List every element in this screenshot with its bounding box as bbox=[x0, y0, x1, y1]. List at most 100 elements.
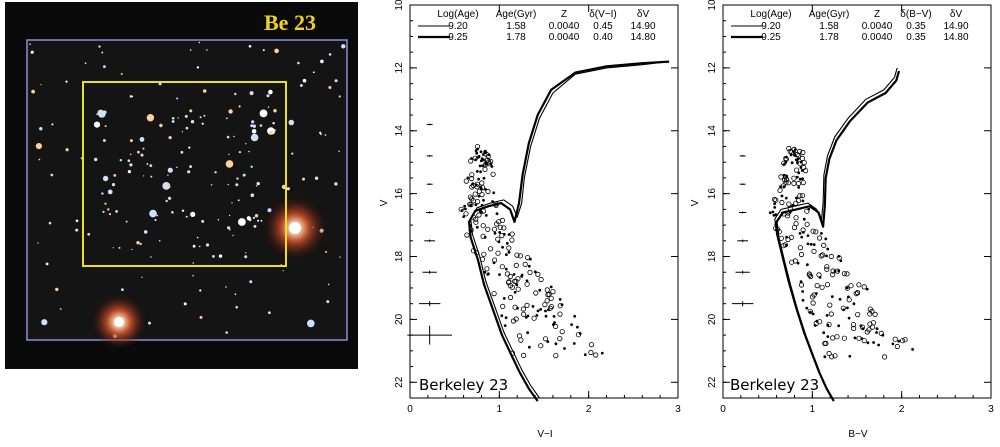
star-point bbox=[533, 270, 537, 274]
star bbox=[237, 199, 240, 202]
star-point bbox=[482, 176, 486, 180]
star bbox=[234, 92, 237, 96]
star-point bbox=[797, 245, 804, 251]
star-point bbox=[793, 148, 797, 151]
star bbox=[120, 73, 123, 75]
star bbox=[256, 182, 260, 186]
x-tick-label: 3 bbox=[675, 404, 681, 415]
star-point bbox=[800, 180, 806, 186]
star-point bbox=[546, 291, 552, 297]
legend-cell: 14.90 bbox=[630, 21, 655, 32]
cluster-image-label: Be 23 bbox=[264, 10, 316, 35]
star-point bbox=[796, 161, 799, 165]
star-point bbox=[856, 282, 862, 288]
star bbox=[338, 95, 341, 98]
legend-header: Age(Gyr) bbox=[809, 9, 850, 20]
star-point bbox=[525, 279, 529, 283]
star-point bbox=[866, 341, 870, 345]
star-point bbox=[463, 178, 469, 184]
star-point bbox=[791, 180, 797, 186]
star bbox=[115, 210, 118, 213]
sky-image-canvas: Be 23 bbox=[5, 2, 358, 369]
cmd-v-bv-chart: Berkeley 23 B−V V 0 1 2 310121416182022Log(… bbox=[690, 0, 994, 440]
star-point bbox=[478, 164, 482, 168]
star-point bbox=[542, 336, 549, 342]
star-point bbox=[847, 316, 851, 320]
star-point bbox=[894, 343, 900, 350]
y-tick-label: 16 bbox=[394, 188, 405, 200]
star-point bbox=[488, 246, 494, 252]
star bbox=[98, 45, 101, 48]
y-tick-label: 12 bbox=[394, 62, 405, 74]
star bbox=[198, 245, 201, 248]
star bbox=[139, 242, 142, 246]
star bbox=[267, 106, 270, 108]
star bbox=[189, 109, 193, 113]
star bbox=[327, 283, 330, 286]
star bbox=[251, 120, 255, 124]
star bbox=[118, 246, 121, 249]
star bbox=[93, 121, 101, 128]
star-point bbox=[818, 253, 824, 259]
star bbox=[325, 250, 327, 253]
star bbox=[205, 243, 210, 247]
isochrone-line bbox=[775, 70, 901, 402]
star bbox=[55, 287, 59, 292]
star bbox=[320, 133, 322, 136]
star bbox=[339, 256, 341, 258]
legend-header: Age(Gyr) bbox=[496, 9, 537, 20]
star bbox=[129, 163, 133, 167]
star-point bbox=[527, 264, 531, 268]
legend-cell: 0.35 bbox=[906, 21, 926, 32]
star-point bbox=[477, 194, 481, 198]
star-point bbox=[485, 188, 491, 195]
plot-frame bbox=[409, 4, 679, 399]
star bbox=[314, 176, 319, 180]
x-tick-label: 1 bbox=[497, 404, 503, 415]
star-point bbox=[546, 340, 550, 344]
star-point bbox=[824, 266, 830, 272]
star bbox=[180, 150, 184, 154]
star-point bbox=[563, 347, 566, 350]
star bbox=[37, 242, 39, 244]
star bbox=[129, 153, 132, 156]
star bbox=[228, 214, 231, 217]
star-point bbox=[593, 352, 599, 358]
star-point bbox=[811, 292, 817, 298]
selection-box bbox=[82, 81, 287, 267]
star-point bbox=[853, 336, 857, 340]
star-point bbox=[500, 314, 504, 318]
star bbox=[139, 137, 145, 142]
star-point bbox=[783, 179, 789, 185]
star bbox=[273, 109, 277, 113]
legend-cell: 9.25 bbox=[448, 32, 468, 43]
star-point bbox=[797, 193, 803, 199]
star-point bbox=[474, 149, 478, 153]
legend-cell: 9.20 bbox=[448, 21, 468, 32]
star bbox=[227, 183, 229, 186]
star bbox=[171, 120, 175, 123]
star-point bbox=[473, 219, 479, 225]
star bbox=[212, 255, 215, 258]
star bbox=[235, 305, 238, 309]
star-point bbox=[810, 300, 816, 306]
star-point bbox=[481, 251, 487, 257]
star bbox=[127, 159, 131, 162]
star-point bbox=[865, 287, 869, 291]
star-point bbox=[480, 223, 486, 229]
star-point bbox=[793, 200, 799, 206]
star-point bbox=[504, 316, 508, 320]
star bbox=[187, 170, 191, 174]
star bbox=[319, 131, 322, 134]
star-point bbox=[779, 199, 785, 206]
star-point bbox=[504, 267, 508, 271]
star bbox=[334, 79, 338, 83]
star-point bbox=[798, 231, 802, 235]
star-point bbox=[793, 221, 799, 227]
star bbox=[268, 311, 271, 315]
star bbox=[266, 94, 270, 98]
star-point bbox=[513, 278, 519, 284]
star-point bbox=[557, 303, 563, 309]
star-point bbox=[469, 172, 475, 178]
star bbox=[286, 187, 290, 191]
